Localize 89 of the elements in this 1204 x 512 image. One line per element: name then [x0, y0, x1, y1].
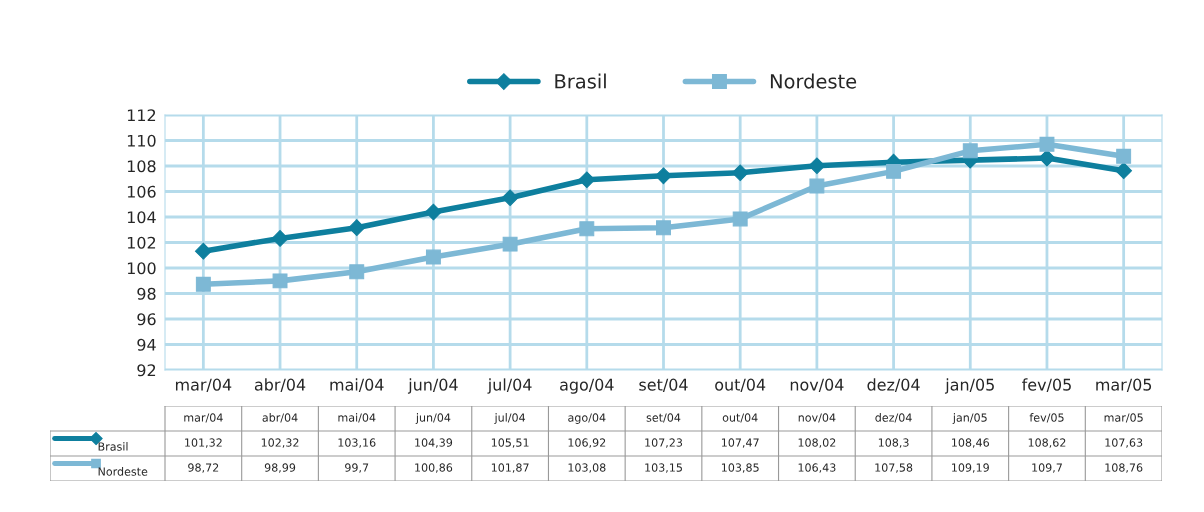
x-tick-label: fev/05 [1022, 378, 1071, 392]
data-label: 105,51 [491, 438, 529, 448]
x-tick-label: set/04 [639, 378, 688, 392]
data-label: 103,85 [721, 463, 759, 473]
data-label: 108,62 [1028, 438, 1066, 448]
text: Brasil [98, 442, 128, 451]
point [1039, 136, 1055, 152]
point [195, 276, 211, 292]
y-tick-label: 112 [127, 109, 156, 122]
y-tick-label: 98 [137, 287, 156, 300]
legend-label: Brasil [555, 73, 606, 89]
category-label: mai/04 [338, 413, 376, 423]
x-tick-label: abr/04 [254, 378, 306, 392]
x-tick-label: mar/05 [1096, 378, 1152, 392]
data-label: 102,32 [261, 438, 299, 448]
data-label: 108,76 [1105, 463, 1143, 473]
x-tick-label: out/04 [715, 378, 766, 392]
data-label: 98,72 [188, 463, 219, 473]
data-label: 108,46 [952, 438, 990, 448]
point [349, 264, 365, 280]
data-label: 107,58 [875, 463, 913, 473]
point [655, 167, 672, 185]
point [962, 143, 978, 159]
data-label: 98,99 [264, 463, 296, 473]
data-label: 106,43 [798, 463, 836, 473]
data-label: 108,02 [798, 438, 836, 448]
x-tick-label: dez/04 [867, 378, 920, 392]
point [502, 236, 518, 252]
y-tick-label: 96 [137, 313, 156, 326]
data-label: 103,15 [645, 463, 682, 473]
point [886, 163, 902, 179]
point [1116, 148, 1132, 164]
point [194, 242, 212, 260]
point [425, 249, 441, 265]
data-label: 104,39 [415, 438, 453, 448]
category-label: fev/05 [1029, 413, 1064, 423]
category-label: jan/05 [952, 413, 987, 424]
point [579, 221, 595, 237]
point [656, 220, 671, 236]
x-tick-label: ago/04 [560, 378, 614, 394]
legend-label: Nordeste [770, 73, 857, 89]
data-label: 107,47 [721, 438, 759, 448]
category-label: dez/04 [875, 413, 912, 423]
point [425, 203, 442, 221]
point [348, 219, 366, 237]
point [809, 178, 825, 194]
y-tick-label: 108 [127, 160, 156, 173]
category-label: jun/04 [415, 413, 451, 424]
data-label: 99,7 [345, 463, 369, 473]
category-label: jul/04 [494, 413, 526, 424]
x-tick-label: mar/04 [175, 378, 232, 392]
data-label: 108,3 [878, 438, 909, 448]
point [731, 164, 749, 182]
y-tick-label: 104 [127, 211, 156, 224]
y-tick-label: 110 [127, 134, 156, 147]
data-label: 107,63 [1105, 438, 1143, 448]
point [271, 230, 289, 247]
y-tick-label: 92 [137, 364, 156, 377]
data-label: 107,23 [645, 438, 683, 448]
data-label: 109,19 [952, 463, 989, 473]
x-tick-label: jul/04 [487, 378, 532, 394]
y-tick-label: 94 [137, 338, 156, 351]
point [732, 211, 748, 227]
x-tick-label: mai/04 [330, 378, 384, 392]
point [272, 273, 288, 289]
category-label: set/04 [646, 413, 681, 423]
category-label: mar/05 [1104, 413, 1143, 423]
data-label: 109,7 [1032, 463, 1062, 473]
data-label: 103,16 [338, 438, 376, 448]
x-tick-label: nov/04 [790, 378, 844, 392]
data-label: 103,08 [568, 463, 606, 473]
point [1038, 149, 1056, 167]
data-label: 100,86 [415, 463, 453, 473]
category-label: mar/04 [184, 413, 223, 423]
data-label: 101,87 [491, 463, 529, 473]
category-label: ago/04 [568, 413, 606, 424]
x-tick-label: jan/05 [944, 378, 994, 394]
text: Nordeste [98, 467, 148, 476]
y-tick-label: 106 [127, 185, 156, 198]
x-tick-label: jun/04 [407, 378, 458, 394]
y-tick-label: 100 [127, 262, 156, 275]
category-label: nov/04 [798, 413, 836, 423]
data-label: 106,92 [568, 438, 606, 448]
y-tick-label: 102 [127, 236, 156, 249]
point [1115, 162, 1133, 180]
point [501, 189, 519, 207]
category-label: abr/04 [262, 413, 298, 423]
category-label: out/04 [722, 413, 758, 423]
data-label: 101,32 [185, 438, 222, 448]
